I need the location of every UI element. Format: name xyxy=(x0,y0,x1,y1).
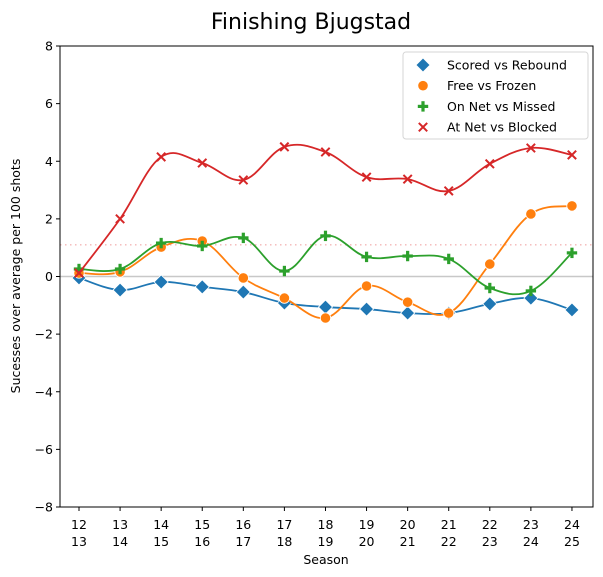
x-tick-label: 21 22 xyxy=(441,517,457,549)
diamond-marker-icon xyxy=(235,284,251,300)
plus-marker-icon xyxy=(114,263,126,275)
legend: Scored vs Rebound Free vs Frozen On Net vs… xyxy=(402,51,589,140)
x-marker-icon xyxy=(567,150,577,160)
x-tick-label: 23 24 xyxy=(523,517,539,549)
y-tick-label: 0 xyxy=(45,269,53,284)
diamond-marker-icon xyxy=(317,299,334,315)
legend-box xyxy=(402,51,589,140)
diamond-marker-icon xyxy=(194,279,210,295)
circle-marker-icon xyxy=(319,312,332,324)
x-marker-icon xyxy=(443,186,454,196)
x-marker-icon xyxy=(238,175,249,185)
x-tick-label: 14 15 xyxy=(153,517,169,549)
x-marker-icon xyxy=(115,213,125,224)
axes: −8 −6 −4 −2 0 2 4 6 8 12 13 13 14 14 15 15 16 16 17 17 18 18 1… xyxy=(35,39,594,549)
diamond-marker-icon xyxy=(400,305,416,321)
circle-marker-icon xyxy=(402,296,414,308)
x-tick-label: 15 16 xyxy=(194,517,210,549)
diamond-marker-icon xyxy=(112,282,128,298)
x-marker-icon xyxy=(361,172,372,183)
diamond-marker-icon xyxy=(482,296,498,312)
plus-marker-icon xyxy=(238,232,249,244)
plus-legend-icon xyxy=(417,101,429,112)
x-tick-label: 18 19 xyxy=(318,517,334,549)
x-axis-label: Season xyxy=(303,552,348,567)
diamond-marker-icon xyxy=(523,290,539,306)
series-on-net-vs-missed xyxy=(73,230,578,297)
x-marker-icon xyxy=(74,268,84,278)
chart-title: Finishing Bjugstad xyxy=(211,10,411,35)
x-tick-label: 19 20 xyxy=(359,517,375,549)
y-tick-label: 4 xyxy=(45,154,53,169)
circle-marker-icon xyxy=(443,307,455,319)
x-marker-icon xyxy=(279,141,290,152)
diamond-marker-icon xyxy=(358,301,375,317)
x-tick-label: 13 14 xyxy=(112,517,128,549)
y-axis-label: Sucesses over average per 100 shots xyxy=(8,159,23,394)
plus-marker-icon xyxy=(320,230,331,242)
plus-marker-icon xyxy=(361,251,372,263)
legend-item-at-net-vs-blocked: At Net vs Blocked xyxy=(418,120,557,135)
legend-item-free-vs-frozen: Free vs Frozen xyxy=(417,78,536,93)
y-tick-label: −4 xyxy=(35,384,53,399)
legend-label: At Net vs Blocked xyxy=(447,120,557,135)
y-tick-label: −6 xyxy=(35,442,53,457)
x-marker-icon xyxy=(484,158,495,169)
plus-marker-icon xyxy=(566,247,578,259)
y-tick-label: 6 xyxy=(45,96,53,111)
diamond-marker-icon xyxy=(564,302,580,318)
circle-marker-icon xyxy=(278,292,290,304)
circle-marker-icon xyxy=(237,272,249,284)
legend-item-on-net-vs-missed: On Net vs Missed xyxy=(417,99,555,114)
y-tick-label: 8 xyxy=(45,39,53,54)
x-marker-icon xyxy=(320,147,331,157)
plus-marker-icon xyxy=(443,253,454,265)
plus-marker-icon xyxy=(525,285,537,297)
legend-label: Free vs Frozen xyxy=(447,78,536,93)
plus-marker-icon xyxy=(155,237,167,249)
plus-marker-icon xyxy=(484,282,495,294)
diamond-marker-icon xyxy=(153,274,169,290)
circle-marker-icon xyxy=(566,200,578,212)
x-tick-label: 12 13 xyxy=(71,517,87,549)
x-tick-label: 22 23 xyxy=(482,517,498,549)
x-marker-icon xyxy=(156,152,167,162)
legend-label: Scored vs Rebound xyxy=(447,58,567,73)
circle-legend-icon xyxy=(417,80,429,92)
circle-marker-icon xyxy=(525,208,537,220)
x-legend-icon xyxy=(418,122,428,133)
circle-marker-icon xyxy=(360,280,373,292)
x-tick-label: 16 17 xyxy=(235,517,251,549)
circle-marker-icon xyxy=(484,258,496,270)
x-marker-icon xyxy=(402,174,413,185)
y-tick-label: −2 xyxy=(35,327,53,342)
x-marker-icon xyxy=(525,143,536,153)
x-tick-label: 24 25 xyxy=(564,517,580,549)
y-tick-label: −8 xyxy=(35,500,53,515)
y-tick-label: 2 xyxy=(45,211,53,226)
plot-area xyxy=(60,141,593,324)
series-scored-vs-rebound xyxy=(71,270,580,321)
legend-label: On Net vs Missed xyxy=(447,99,555,114)
plus-marker-icon xyxy=(402,250,413,262)
x-tick-label: 20 21 xyxy=(400,517,416,549)
x-marker-icon xyxy=(197,158,208,168)
plus-marker-icon xyxy=(279,265,290,277)
plus-marker-icon xyxy=(197,240,208,252)
series-at-net-vs-blocked xyxy=(74,141,577,278)
diamond-legend-icon xyxy=(415,57,431,73)
legend-item-scored-vs-rebound: Scored vs Rebound xyxy=(415,57,567,73)
x-tick-label: 17 18 xyxy=(276,517,292,549)
plus-marker-icon xyxy=(73,263,85,275)
